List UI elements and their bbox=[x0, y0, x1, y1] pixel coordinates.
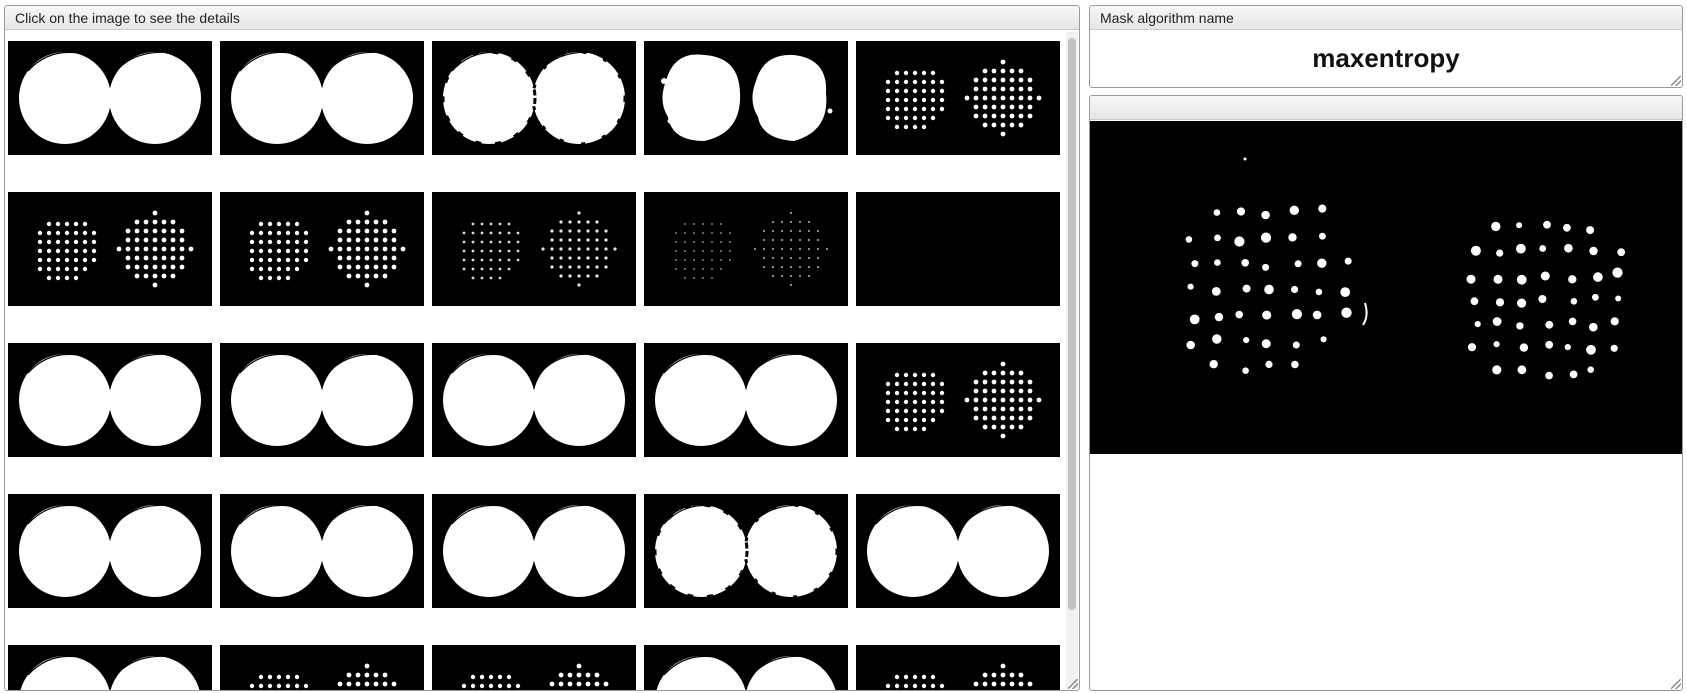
thumbnail-image[interactable] bbox=[220, 41, 424, 155]
thumbnail-image[interactable] bbox=[644, 192, 848, 306]
thumbnail-image[interactable] bbox=[856, 645, 1060, 690]
detail-header bbox=[1090, 96, 1682, 120]
gallery-scrollbar[interactable] bbox=[1066, 32, 1078, 688]
detail-panel bbox=[1089, 95, 1683, 691]
thumbnail-image[interactable] bbox=[644, 41, 848, 155]
thumbnail-image[interactable] bbox=[8, 343, 212, 457]
thumbnail-image[interactable] bbox=[220, 343, 424, 457]
detail-resize-grip-icon[interactable] bbox=[1671, 679, 1681, 689]
thumbnail-image[interactable] bbox=[8, 494, 212, 608]
thumbnail-image[interactable] bbox=[432, 645, 636, 690]
gallery-scrollbar-thumb[interactable] bbox=[1068, 38, 1076, 610]
mask-resize-grip-icon[interactable] bbox=[1671, 76, 1681, 86]
mask-algorithm-header: Mask algorithm name bbox=[1090, 6, 1682, 30]
thumbnail-image[interactable] bbox=[8, 192, 212, 306]
thumbnail-image[interactable] bbox=[432, 494, 636, 608]
detail-image bbox=[1090, 121, 1682, 454]
thumbnail-image[interactable] bbox=[432, 343, 636, 457]
thumbnail-image[interactable] bbox=[856, 41, 1060, 155]
thumbnail-image[interactable] bbox=[644, 494, 848, 608]
gallery-resize-grip-icon[interactable] bbox=[1068, 679, 1078, 689]
mask-algorithm-panel: Mask algorithm name maxentropy bbox=[1089, 5, 1683, 88]
thumbnail-image[interactable] bbox=[856, 494, 1060, 608]
gallery-header: Click on the image to see the details bbox=[5, 6, 1079, 30]
image-gallery-panel: Click on the image to see the details bbox=[4, 5, 1080, 691]
thumbnail-image[interactable] bbox=[644, 343, 848, 457]
thumbnail-image[interactable] bbox=[432, 41, 636, 155]
thumbnail-image[interactable] bbox=[220, 645, 424, 690]
thumbnail-image[interactable] bbox=[220, 192, 424, 306]
thumbnail-image[interactable] bbox=[8, 645, 212, 690]
thumbnail-image[interactable] bbox=[432, 192, 636, 306]
mask-algorithm-name: maxentropy bbox=[1312, 43, 1460, 73]
thumbnail-grid bbox=[5, 31, 1065, 690]
thumbnail-image[interactable] bbox=[8, 41, 212, 155]
thumbnail-image[interactable] bbox=[856, 192, 1060, 306]
thumbnail-image[interactable] bbox=[856, 343, 1060, 457]
thumbnail-image[interactable] bbox=[644, 645, 848, 690]
thumbnail-image[interactable] bbox=[220, 494, 424, 608]
